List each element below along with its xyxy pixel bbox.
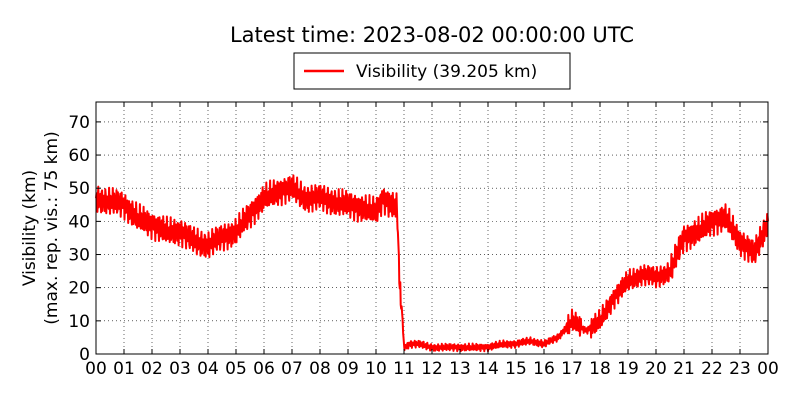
y-tick-labels: 0 10 20 30 40 50 60 70	[68, 113, 90, 365]
x-tick-label: 00	[85, 359, 107, 379]
chart-title: Latest time: 2023-08-02 00:00:00 UTC	[230, 23, 634, 47]
y-tick-label: 40	[68, 212, 90, 232]
y-tick-label: 10	[68, 312, 90, 332]
y-axis-label-secondary: (max. rep. vis.: 75 km)	[42, 131, 62, 324]
x-tick-label: 23	[729, 359, 751, 379]
x-tick-label: 01	[113, 359, 135, 379]
x-tick-label: 18	[589, 359, 611, 379]
x-tick-label: 13	[449, 359, 471, 379]
y-axis-label: Visibility (km)	[20, 170, 40, 286]
x-tick-label: 20	[645, 359, 667, 379]
series-line-visibility	[95, 174, 769, 353]
x-tick-label: 03	[169, 359, 191, 379]
y-tick-label: 20	[68, 279, 90, 299]
y-tick-label: 0	[79, 345, 90, 365]
series-layer	[95, 174, 769, 353]
x-tick-label: 02	[141, 359, 163, 379]
x-tick-label: 06	[253, 359, 275, 379]
x-tick-label: 21	[673, 359, 695, 379]
x-tick-label: 17	[561, 359, 583, 379]
x-tick-label: 07	[281, 359, 303, 379]
x-tick-label: 12	[421, 359, 443, 379]
grid	[96, 102, 768, 354]
x-tick-label: 15	[505, 359, 527, 379]
x-tick-label: 05	[225, 359, 247, 379]
x-tick-label: 08	[309, 359, 331, 379]
x-tick-label: 10	[365, 359, 387, 379]
legend-label: Visibility (39.205 km)	[356, 62, 537, 82]
y-tick-label: 60	[68, 146, 90, 166]
x-tick-label: 16	[533, 359, 555, 379]
y-tick-label: 30	[68, 246, 90, 266]
x-tick-label: 00	[757, 359, 779, 379]
x-tick-label: 19	[617, 359, 639, 379]
y-tick-label: 50	[68, 179, 90, 199]
x-tick-label: 14	[477, 359, 499, 379]
x-tick-label: 11	[393, 359, 415, 379]
x-tick-label: 22	[701, 359, 723, 379]
axes	[95, 101, 769, 355]
x-tick-labels: 00 01 02 03 04 05 06 07 08 09 10 11 12 13 14 15 16 17 18 19…	[85, 359, 779, 379]
x-tick-label: 09	[337, 359, 359, 379]
plot-frame	[95, 101, 769, 355]
x-tick-label: 04	[197, 359, 219, 379]
legend: Visibility (39.205 km)	[293, 52, 571, 90]
y-tick-label: 70	[68, 113, 90, 133]
